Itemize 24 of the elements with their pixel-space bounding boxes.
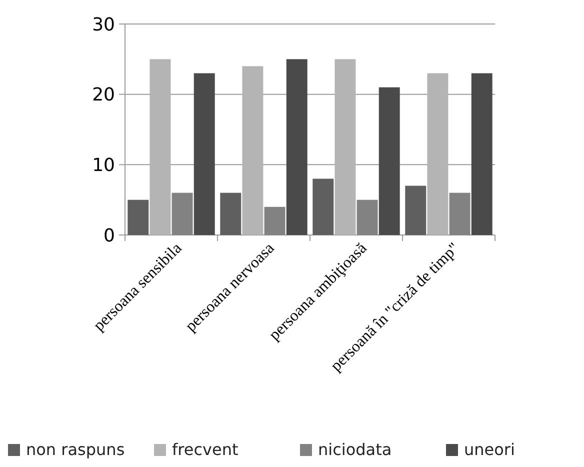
bar bbox=[172, 192, 193, 235]
bar bbox=[378, 87, 400, 235]
bar bbox=[128, 200, 149, 235]
bar bbox=[194, 73, 215, 235]
bar bbox=[334, 59, 356, 235]
bar bbox=[449, 192, 470, 235]
bar bbox=[150, 59, 171, 235]
bar bbox=[427, 73, 448, 235]
y-tick-label: 30 bbox=[92, 14, 115, 36]
legend-label: uneori bbox=[464, 440, 515, 459]
legend-label: non raspuns bbox=[26, 440, 125, 459]
y-tick-label: 10 bbox=[92, 154, 115, 176]
legend-label: frecvent bbox=[172, 440, 238, 459]
bar bbox=[242, 66, 264, 235]
y-tick-label: 20 bbox=[92, 84, 115, 106]
bar bbox=[471, 73, 492, 235]
bar bbox=[264, 206, 286, 235]
bar bbox=[312, 178, 334, 235]
bar bbox=[220, 192, 242, 235]
legend-label: niciodata bbox=[318, 440, 392, 459]
y-tick-label: 0 bbox=[104, 225, 115, 246]
bar bbox=[286, 59, 308, 235]
bar bbox=[356, 200, 378, 235]
bar bbox=[405, 186, 426, 235]
